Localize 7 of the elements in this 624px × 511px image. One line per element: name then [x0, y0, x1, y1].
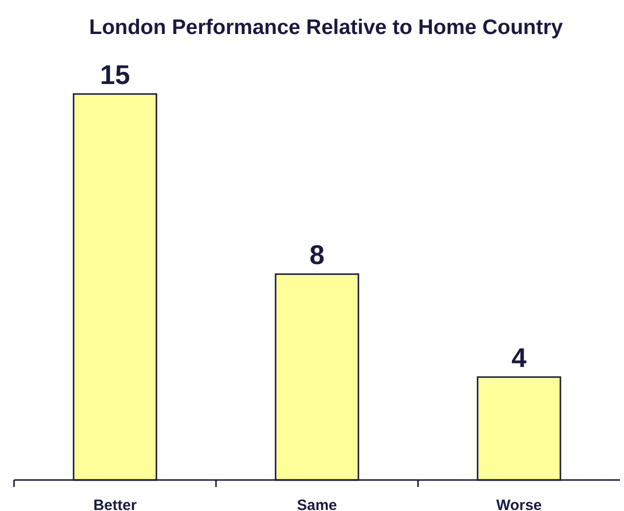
chart-title: London Performance Relative to Home Country	[89, 16, 564, 39]
data-label: 4	[511, 343, 527, 374]
x-tick-label: Worse	[496, 497, 542, 511]
data-label: 15	[100, 60, 130, 90]
x-tick-label: Same	[296, 497, 338, 511]
x-tick-label: Better	[93, 497, 137, 511]
data-label: 8	[309, 240, 325, 270]
